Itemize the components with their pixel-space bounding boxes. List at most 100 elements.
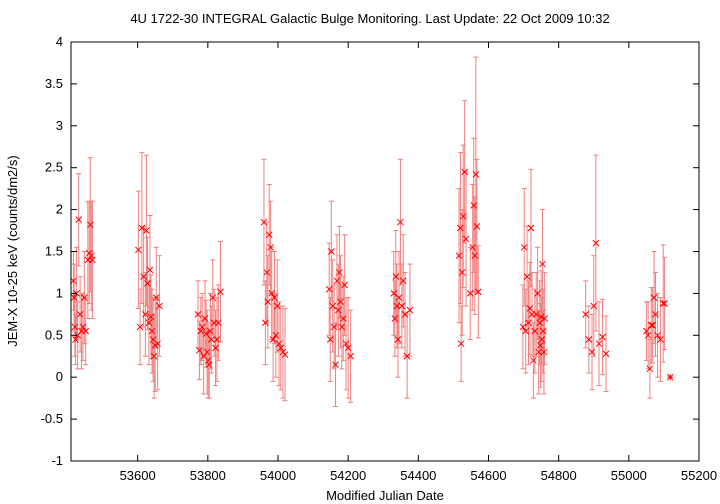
data-point [530, 357, 537, 364]
data-point [145, 319, 153, 327]
data-point [334, 306, 342, 314]
data-point [399, 277, 407, 285]
data-point [457, 340, 465, 348]
data-point [143, 227, 150, 234]
data-point [267, 243, 274, 251]
plot-frame [70, 41, 700, 462]
data-point [341, 281, 349, 289]
data-point [647, 321, 655, 329]
data-point [76, 310, 84, 318]
x-axis-ticks: 53600 53800 54000 54200 54400 54600 54800 55000… [120, 42, 717, 483]
x-tick-label: 54200 [330, 468, 366, 483]
data-point [646, 365, 654, 373]
data-point [537, 313, 545, 321]
data-point [80, 294, 88, 301]
data-point [326, 336, 334, 343]
data-point [527, 224, 535, 232]
data-point [602, 350, 610, 358]
data-point [469, 243, 477, 251]
data-point [154, 340, 162, 348]
data-point [144, 279, 151, 287]
data-point [327, 248, 335, 255]
data-point [265, 231, 273, 239]
y-tick-label: 0 [56, 369, 63, 384]
data-point [329, 302, 337, 310]
data-point [262, 319, 269, 327]
data-point [138, 224, 146, 232]
data-point [213, 336, 221, 343]
data-point [582, 310, 590, 318]
data-point [393, 302, 401, 310]
data-point [198, 323, 206, 331]
data-point [194, 310, 202, 318]
data-point [82, 327, 90, 335]
data-point [146, 266, 154, 274]
data-point [212, 344, 219, 352]
chart-title: 4U 1722-30 INTEGRAL Galactic Bulge Monit… [130, 11, 609, 26]
data-point [136, 323, 144, 331]
y-tick-label: 3 [56, 118, 63, 133]
data-point [347, 352, 354, 360]
data-point [535, 348, 543, 356]
data-point [332, 361, 339, 368]
data-point [268, 290, 276, 297]
x-tick-label: 54000 [260, 468, 296, 483]
data-point [473, 223, 481, 230]
data-point [466, 290, 474, 297]
data-markers [70, 168, 674, 381]
data-point [406, 306, 414, 314]
data-point [342, 340, 350, 348]
data-point [531, 327, 539, 335]
data-point [79, 323, 87, 331]
y-axis-ticks: -1 -0.5 0 0.5 1 1.5 2 2.5 3 3.5 4 [41, 34, 699, 468]
y-tick-label: 0.5 [45, 327, 63, 342]
data-point [599, 333, 606, 341]
data-point [659, 300, 667, 307]
data-point [197, 327, 205, 335]
data-point [148, 327, 156, 335]
data-point [281, 351, 289, 358]
data-point [263, 269, 271, 276]
data-point [401, 310, 409, 318]
data-point [523, 273, 531, 280]
data-point [649, 321, 657, 329]
data-point [525, 319, 532, 327]
data-point [462, 235, 470, 243]
data-point [472, 171, 480, 178]
data-point [273, 302, 281, 310]
data-point [275, 340, 283, 348]
data-point [71, 323, 79, 331]
data-point [590, 302, 598, 310]
data-point [203, 348, 211, 356]
data-point [657, 336, 664, 343]
data-point [202, 330, 210, 337]
data-point [330, 323, 338, 331]
data-point [536, 319, 544, 327]
data-point [458, 269, 466, 276]
data-point [196, 347, 203, 354]
y-tick-label: 1 [56, 285, 63, 300]
data-point [333, 277, 341, 285]
data-point [269, 336, 277, 343]
data-point [666, 373, 674, 381]
data-point [526, 305, 534, 312]
data-point [152, 294, 160, 301]
y-tick-label: -1 [51, 453, 63, 468]
y-tick-label: 1.5 [45, 244, 63, 259]
data-point [540, 348, 548, 356]
x-tick-label: 54600 [470, 468, 506, 483]
data-point [455, 252, 463, 260]
data-point [86, 221, 94, 229]
x-tick-label: 55200 [681, 468, 717, 483]
data-point [201, 315, 209, 322]
data-point [538, 336, 546, 343]
data-point [654, 331, 661, 339]
data-point [214, 319, 222, 327]
data-point [207, 336, 215, 343]
y-axis-label: JEM-X 10-25 keV (counts/dm2/s) [5, 155, 20, 346]
data-point [272, 331, 280, 339]
data-point [217, 288, 224, 296]
data-point [595, 340, 603, 348]
y-tick-label: 3.5 [45, 76, 63, 91]
data-point [264, 298, 272, 306]
